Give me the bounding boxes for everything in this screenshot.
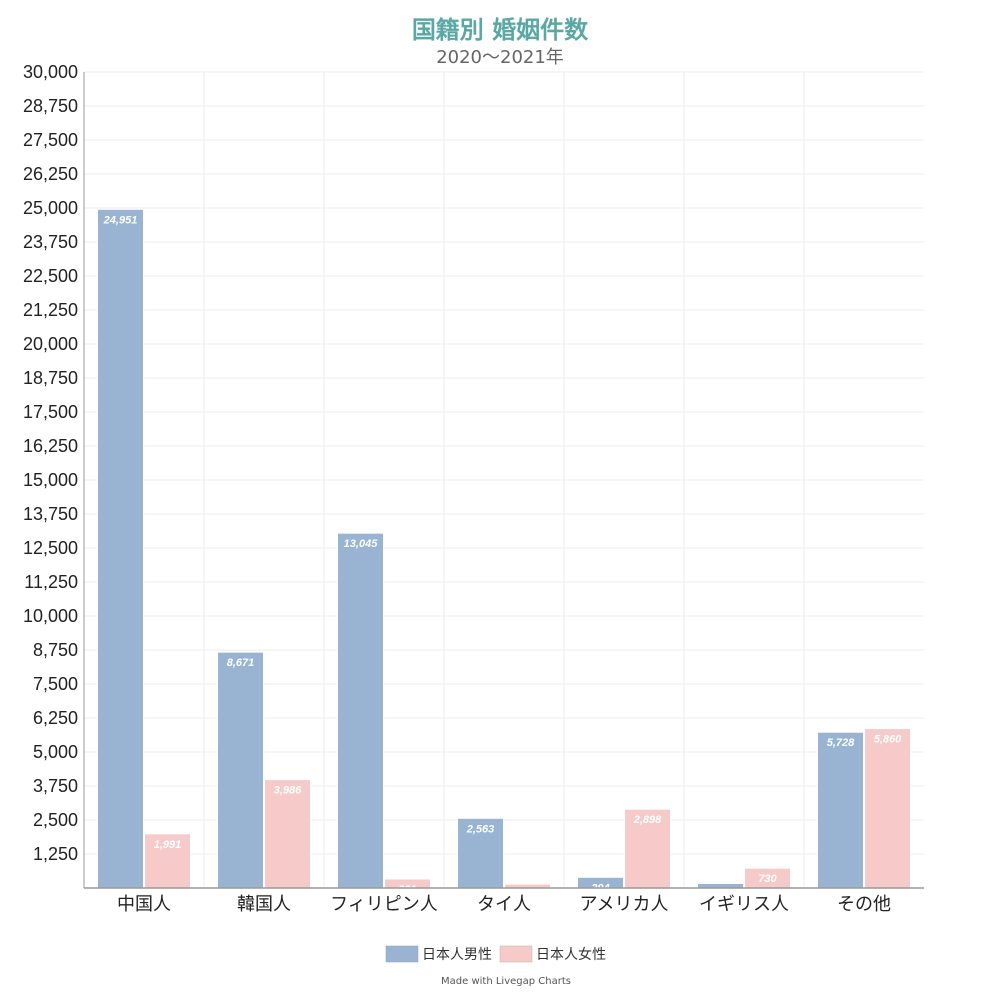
y-tick-label: 30,000: [23, 62, 78, 82]
y-tick-label: 26,250: [23, 164, 78, 184]
y-tick-label: 11,250: [24, 572, 78, 592]
x-tick-label: アメリカ人: [579, 894, 668, 915]
data-label: 331: [398, 884, 416, 896]
bar: [457, 817, 504, 889]
x-tick-label: フィリピン人: [330, 894, 438, 915]
y-tick-label: 22,500: [23, 266, 78, 286]
data-label: 165: [711, 889, 730, 901]
data-label: 3,986: [274, 785, 302, 797]
y-axis-tick-labels: 1,250 2,500 3,750 5,000 6,250 7,500 8,750 10,00…: [23, 62, 78, 864]
x-tick-label: 中国人: [117, 894, 171, 915]
legend: 日本人男性 日本人女性: [385, 945, 606, 963]
y-tick-label: 18,750: [23, 368, 78, 388]
bar: [144, 833, 191, 889]
y-tick-label: 8,750: [33, 640, 78, 660]
data-label: 146: [518, 889, 537, 901]
y-tick-label: 3,750: [33, 776, 78, 796]
x-tick-label: その他: [837, 894, 891, 915]
x-axis-tick-labels: 中国人 韓国人 フィリピン人 タイ人 アメリカ人 イギリス人 その他: [117, 894, 891, 915]
y-tick-label: 21,250: [23, 300, 78, 320]
bar: [264, 779, 311, 889]
data-label: 730: [758, 873, 777, 885]
chart-subtitle: 2020～2021年: [436, 47, 564, 68]
bar: [864, 728, 911, 889]
y-tick-label: 25,000: [23, 198, 78, 218]
bar: [97, 208, 144, 889]
y-tick-label: 17,500: [23, 402, 78, 422]
axes: [83, 72, 924, 889]
y-tick-label: 23,750: [23, 232, 78, 252]
bar: [217, 651, 264, 889]
y-tick-label: 2,500: [33, 810, 78, 830]
y-tick-label: 13,750: [23, 504, 78, 524]
grid-lines: [84, 71, 924, 889]
data-label: 24,951: [103, 214, 138, 226]
data-label: 5,728: [827, 737, 855, 749]
y-tick-label: 6,250: [33, 708, 78, 728]
y-tick-label: 16,250: [23, 436, 78, 456]
y-tick-label: 5,000: [33, 742, 78, 762]
legend-swatch: [385, 945, 419, 963]
data-label: 1,991: [154, 839, 182, 851]
data-label: 2,898: [633, 814, 662, 826]
y-tick-label: 1,250: [33, 844, 78, 864]
data-label: 8,671: [227, 657, 255, 669]
bar: [624, 808, 671, 889]
legend-swatch: [499, 945, 533, 963]
y-tick-label: 15,000: [23, 470, 78, 490]
y-tick-label: 28,750: [23, 96, 78, 116]
legend-label: 日本人女性: [536, 946, 606, 963]
y-tick-label: 7,500: [33, 674, 78, 694]
data-label: 5,860: [874, 734, 902, 746]
chart-title: 国籍別 婚姻件数: [412, 16, 589, 44]
x-tick-label: イギリス人: [699, 894, 789, 915]
bar: [817, 731, 864, 889]
data-labels: 24,9511,9918,6713,98613,0453312,56314639…: [103, 214, 902, 901]
bar: [337, 532, 384, 889]
credit-text: Made with Livegap Charts: [441, 976, 571, 987]
x-tick-label: 韓国人: [237, 894, 291, 915]
y-tick-label: 12,500: [23, 538, 78, 558]
data-label: 2,563: [466, 823, 495, 835]
y-tick-label: 20,000: [23, 334, 78, 354]
y-tick-label: 27,500: [23, 130, 78, 150]
legend-label: 日本人男性: [422, 947, 492, 963]
x-tick-label: タイ人: [477, 894, 531, 915]
y-tick-label: 10,000: [23, 606, 78, 626]
bars: [97, 208, 911, 889]
data-label: 13,045: [344, 538, 379, 550]
